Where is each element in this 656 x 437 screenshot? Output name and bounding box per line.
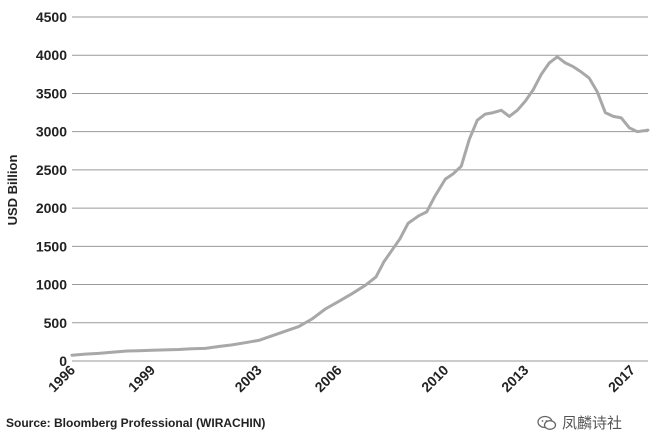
- x-tick-label: 2013: [498, 362, 531, 395]
- x-tick-label: 1999: [125, 362, 158, 395]
- watermark-text: 凤麟诗社: [561, 415, 622, 432]
- x-tick-label: 2010: [418, 362, 451, 395]
- wechat-icon: [537, 415, 557, 430]
- y-tick-label: 1500: [36, 238, 67, 254]
- y-tick-label: 3500: [36, 85, 67, 101]
- x-tick-label: 2006: [311, 362, 344, 395]
- x-tick-label: 2017: [605, 362, 638, 395]
- x-axis: 1996 1999 2003 2006 2010 2013 2017: [45, 362, 638, 395]
- y-tick-label: 0: [59, 353, 67, 369]
- line-chart: 0 500 1000 1500 2000 2500 3000 3500 4000 4500 199…: [5, 9, 650, 395]
- series-line: [70, 55, 650, 357]
- y-tick-label: 3000: [36, 124, 67, 140]
- y-tick-label: 2500: [36, 162, 67, 178]
- x-tick-label: 2003: [231, 362, 264, 395]
- watermark: 凤麟诗社: [537, 412, 622, 433]
- y-tick-label: 2000: [36, 200, 67, 216]
- grid: [72, 16, 648, 362]
- y-tick-label: 1000: [36, 277, 67, 293]
- x-tick-label: 1996: [45, 362, 78, 395]
- y-axis: 0 500 1000 1500 2000 2500 3000 3500 4000 4500: [36, 9, 67, 369]
- source-note: Source: Bloomberg Professional (WIRACHIN…: [6, 416, 266, 430]
- y-tick-label: 4500: [36, 9, 67, 25]
- y-tick-label: 500: [44, 315, 68, 331]
- y-tick-label: 4000: [36, 47, 67, 63]
- y-axis-label: USD Billion: [5, 155, 20, 226]
